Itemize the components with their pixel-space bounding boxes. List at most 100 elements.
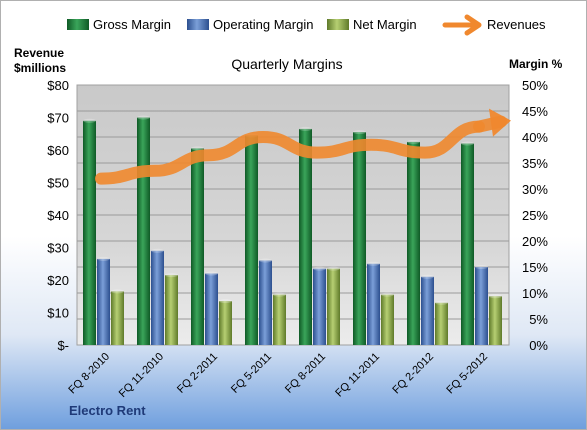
right-tick-label: 30% [522,182,548,197]
bar-gross-margin [245,135,258,345]
bar-gross-margin-cap [353,130,366,135]
right-tick-label: 20% [522,234,548,249]
bar-gross-margin-cap [461,141,474,146]
bar-gross-margin-cap [299,126,312,131]
legend-item-operating-margin: Operating Margin [187,17,313,32]
bar-operating-margin-cap [421,274,434,279]
legend-label-revenues: Revenues [487,17,546,32]
bar-operating-margin [367,263,380,345]
bar-operating-margin [475,267,488,345]
bar-net-margin-cap [381,292,394,297]
bar-operating-margin-cap [97,256,110,261]
x-axis-ticks: FQ 8-2010 FQ 11-2010 FQ 2-2011 FQ 5-2011 FQ … [66,351,490,400]
bar-net-margin [489,296,502,345]
right-tick-label: 10% [522,286,548,301]
bar-operating-margin-cap [475,265,488,269]
bar-operating-margin [97,258,110,345]
legend-label-net-margin: Net Margin [353,17,417,32]
bar-operating-margin-cap [205,271,218,276]
left-tick-label: $40 [47,208,69,223]
left-tick-label: $30 [47,241,69,256]
bar-net-margin-cap [219,299,232,304]
right-tick-label: 5% [529,312,548,327]
revenue-line-series [95,108,511,185]
bar-net-margin-cap [111,289,124,294]
bar-gross-margin [461,143,474,345]
bar-operating-margin-cap [151,248,164,253]
x-tick-label: FQ 2-2011 [175,351,220,396]
right-tick-label: 45% [522,104,548,119]
right-tick-label: 50% [522,78,548,93]
bar-gross-margin [137,117,150,345]
right-axis-ticks: 0% 5% 10% 15% 20% 25% 30% 35% 40% 45% 50% [522,78,548,353]
bar-gross-margin-cap [407,139,420,144]
bar-net-margin [111,291,124,345]
bar-net-margin [219,301,232,345]
right-tick-label: 0% [529,338,548,353]
bar-gross-margin [83,120,96,345]
left-tick-label: $20 [47,273,69,288]
left-tick-label: $60 [47,143,69,158]
bar-operating-margin [205,273,218,345]
bar-operating-margin-cap [259,258,272,263]
right-tick-label: 15% [522,260,548,275]
x-tick-label: FQ 11-2011 [333,351,382,400]
bar-net-margin-cap [165,273,178,278]
bar-operating-margin-cap [367,261,380,266]
left-tick-label: $70 [47,111,69,126]
bar-operating-margin [421,276,434,345]
chart-title: Quarterly Margins [231,56,342,72]
bar-gross-margin [353,132,366,345]
footer-label: Electro Rent [69,403,146,418]
legend-label-operating-margin: Operating Margin [213,17,313,32]
bar-net-margin [381,294,394,345]
x-tick-label: FQ 8-2011 [283,351,328,396]
bar-net-margin-cap [489,294,502,299]
left-tick-label: $- [57,338,69,353]
x-tick-label: FQ 8-2010 [66,351,112,397]
legend-item-net-margin: Net Margin [327,17,417,32]
right-tick-label: 25% [522,208,548,223]
bar-gross-margin [191,148,204,345]
right-axis-title: Margin % [509,57,563,71]
revenue-line [95,120,485,185]
bar-net-margin [327,268,340,345]
legend-arrow-revenues [442,14,482,36]
bar-net-margin [273,294,286,345]
legend: Gross Margin Operating Margin Net Margin… [67,14,546,36]
bar-net-margin-cap [327,266,340,271]
left-tick-label: $50 [47,176,69,191]
bar-gross-margin [407,141,420,345]
left-tick-label: $10 [47,306,69,321]
legend-label-gross-margin: Gross Margin [93,17,171,32]
bar-operating-margin [313,268,326,345]
bar-net-margin-cap [435,300,448,305]
bar-gross-margin-cap [83,118,96,123]
legend-item-gross-margin: Gross Margin [67,17,171,32]
left-axis-title-line2: $millions [14,61,66,75]
left-tick-label: $80 [47,78,69,93]
bar-net-margin [435,302,448,345]
bar-net-margin [165,275,178,345]
legend-swatch-gross-margin [67,19,89,30]
bar-operating-margin [259,260,272,345]
bar-gross-margin-cap [191,146,204,151]
x-tick-label: FQ 5-2011 [229,351,274,396]
legend-swatch-net-margin [327,19,349,30]
left-axis-ticks: $- $10 $20 $30 $40 $50 $60 $70 $80 [47,78,69,353]
revenue-arrowhead [489,108,511,137]
x-tick-label: FQ 11-2010 [117,351,166,400]
bar-gross-margin [299,128,312,345]
bar-operating-margin [151,250,164,345]
legend-swatch-operating-margin [187,19,209,30]
bar-operating-margin-cap [313,266,326,271]
legend-item-revenues: Revenues [442,14,546,36]
x-tick-label: FQ 5-2012 [444,351,490,397]
right-tick-label: 40% [522,130,548,145]
left-axis-title-line1: Revenue [14,46,64,60]
x-tick-label: FQ 2-2012 [390,351,436,397]
bar-net-margin-cap [273,292,286,297]
right-tick-label: 35% [522,156,548,171]
